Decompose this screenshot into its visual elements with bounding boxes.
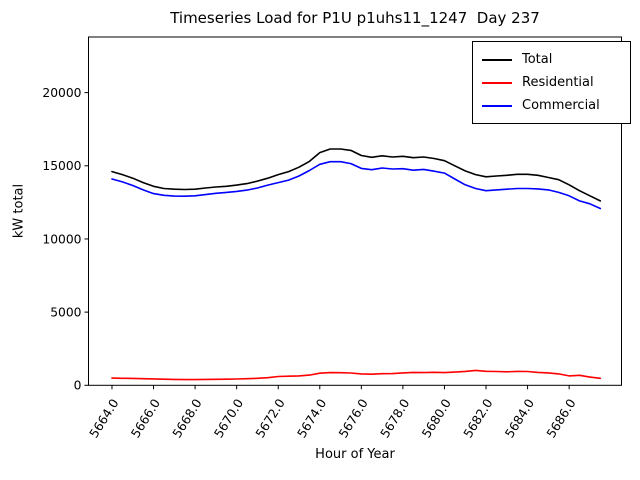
legend: Total Residential Commercial: [472, 41, 631, 124]
x-tick-label: 5666.0: [128, 396, 163, 440]
legend-entry-residential: Residential: [482, 71, 622, 94]
residential-line: [111, 369, 602, 381]
y-tick-label: 20000: [42, 86, 81, 100]
legend-line-sample-residential: [482, 81, 512, 84]
legend-label: Commercial: [522, 98, 600, 113]
legend-entry-commercial: Commercial: [482, 94, 622, 117]
y-tick-label: 5000: [50, 305, 81, 319]
total-line: [111, 148, 602, 202]
x-tick-label: 5676.0: [336, 396, 371, 440]
legend-label: Residential: [522, 75, 594, 90]
x-tick-label: 5672.0: [253, 396, 288, 440]
x-tick-label: 5686.0: [544, 396, 579, 440]
chart-title: Timeseries Load for P1U p1uhs11_1247 Day…: [170, 9, 540, 27]
x-tick-label: 5678.0: [378, 396, 413, 440]
plot-frame: [88, 36, 622, 386]
x-tick-label: 5680.0: [419, 396, 454, 440]
x-tick-label: 5684.0: [502, 396, 537, 440]
legend-entry-total: Total: [482, 48, 622, 71]
y-tick-label: 15000: [42, 159, 81, 173]
legend-line-sample-total: [482, 58, 512, 61]
x-tick-label: 5670.0: [212, 396, 247, 440]
x-tick-label: 5674.0: [295, 396, 330, 440]
x-axis-label: Hour of Year: [315, 447, 395, 462]
y-tick-label: 10000: [42, 232, 81, 246]
y-axis-ticks: 0 5000 10000 15000 20000: [42, 86, 89, 393]
legend-line-sample-commercial: [482, 104, 512, 107]
commercial-line: [111, 160, 602, 210]
x-tick-label: 5668.0: [170, 396, 205, 440]
y-tick-label: 0: [74, 379, 82, 393]
x-tick-label: 5682.0: [461, 396, 496, 440]
x-axis-ticks: 5664.0 5666.0 5668.0 5670.0 5672.0 5674.0 5676…: [87, 385, 579, 440]
legend-label: Total: [522, 52, 553, 67]
x-tick-label: 5664.0: [87, 396, 122, 440]
series-lines: [111, 148, 602, 381]
